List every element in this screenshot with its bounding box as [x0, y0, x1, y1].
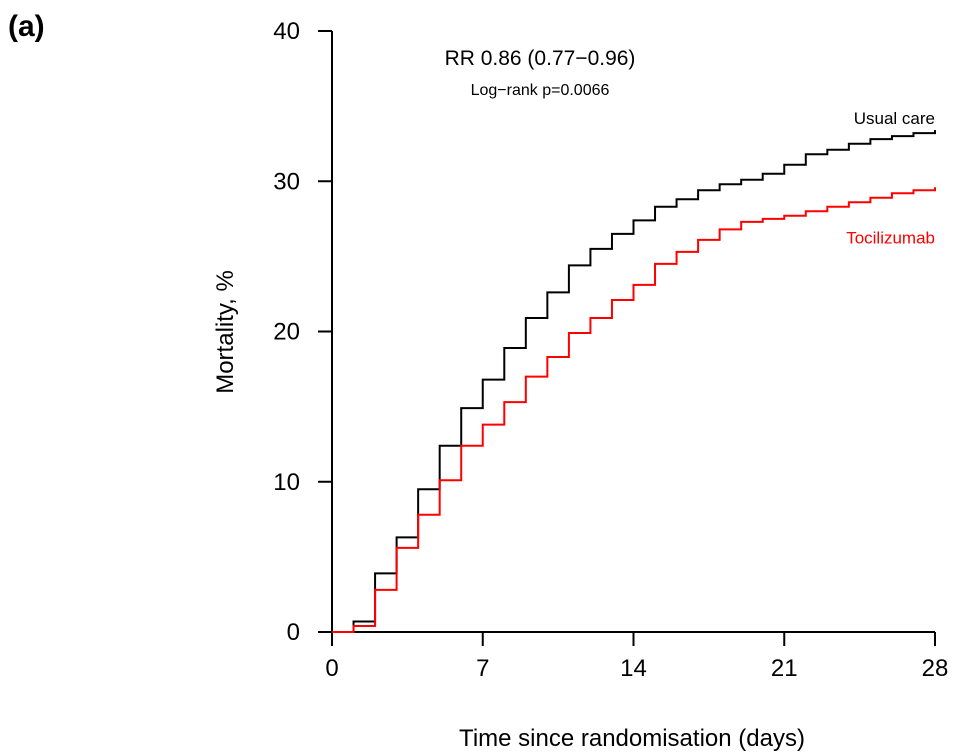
x-tick-label: 21: [771, 655, 798, 682]
axes: 0 10 20 30 40 0 7 14 21 28: [273, 18, 948, 682]
series-line-tocilizumab: [332, 187, 936, 633]
curves: Usual care Tocilizumab: [332, 109, 936, 633]
y-axis-label: Mortality, %: [212, 270, 239, 394]
x-tick-label: 14: [620, 655, 647, 682]
series-line-usual-care: [332, 130, 936, 633]
series-label-usual-care: Usual care: [854, 109, 935, 128]
x-tick-label: 28: [922, 655, 949, 682]
y-tick-label: 40: [273, 18, 300, 45]
y-tick-label: 10: [273, 469, 300, 496]
rr-annotation: RR 0.86 (0.77−0.96): [445, 47, 636, 70]
logrank-annotation: Log−rank p=0.0066: [471, 82, 610, 99]
x-tick-label: 0: [325, 655, 338, 682]
x-axis-label: Time since randomisation (days): [459, 725, 805, 752]
x-tick-label: 7: [476, 655, 489, 682]
y-tick-label: 0: [287, 619, 300, 646]
y-tick-label: 20: [273, 319, 300, 346]
series-label-tocilizumab: Tocilizumab: [846, 228, 935, 247]
panel-label: (a): [8, 10, 45, 43]
y-tick-label: 30: [273, 168, 300, 195]
